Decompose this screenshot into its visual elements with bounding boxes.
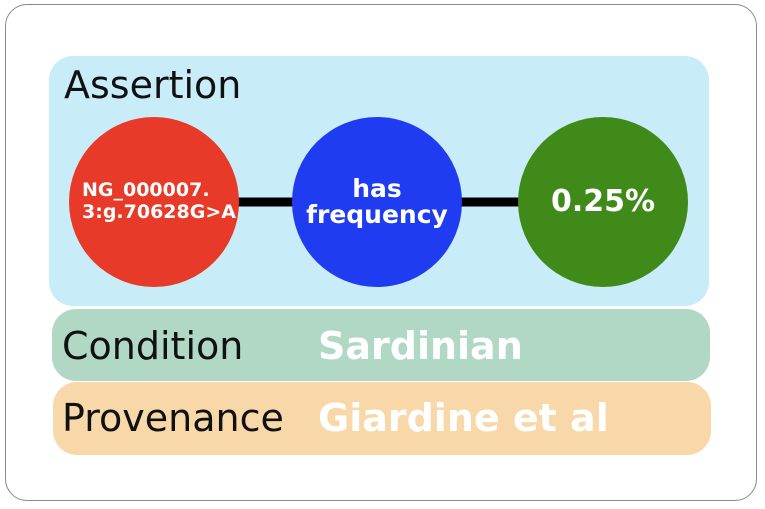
predicate-label-line2: frequency <box>306 200 448 229</box>
condition-panel <box>52 309 710 381</box>
subject-label-line2: 3:g.70628G>A <box>82 201 236 223</box>
condition-value: Sardinian <box>318 324 523 368</box>
assertion-title: Assertion <box>64 63 242 107</box>
provenance-value: Giardine et al <box>318 396 609 440</box>
subject-node-label: NG_000007. 3:g.70628G>A <box>70 118 242 286</box>
condition-title: Condition <box>62 324 244 368</box>
subject-label-line1: NG_000007. <box>82 179 210 202</box>
predicate-label-line1: has <box>352 173 402 203</box>
object-node <box>518 117 688 287</box>
object-label: 0.25% <box>550 183 656 219</box>
object-node-label: 0.25% <box>518 118 688 286</box>
subject-node <box>69 117 239 287</box>
provenance-panel <box>53 382 711 455</box>
provenance-title: Provenance <box>62 396 284 440</box>
predicate-node-label: has frequency <box>292 118 462 286</box>
predicate-node <box>292 117 462 287</box>
